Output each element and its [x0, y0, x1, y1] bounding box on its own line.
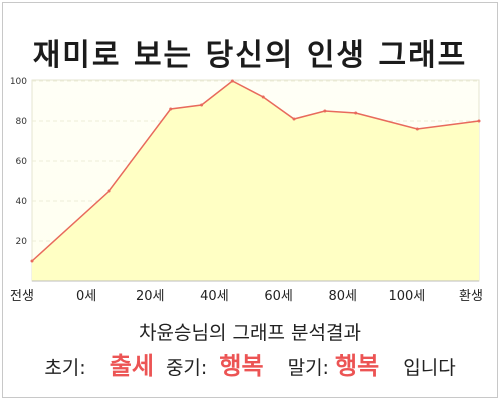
- data-point: [354, 111, 358, 115]
- late-label: 말기:: [287, 357, 329, 379]
- y-tick-label: 40: [16, 197, 28, 207]
- result-heading: 차윤승님의 그래프 분석결과: [139, 322, 361, 344]
- mid-value: 행복: [219, 352, 264, 380]
- data-point: [230, 79, 234, 83]
- data-point: [200, 103, 204, 107]
- late-value: 행복: [335, 352, 380, 380]
- mid-label: 중기:: [165, 357, 208, 379]
- ending-text: 입니다: [403, 357, 456, 379]
- x-tick-label: 환생: [459, 289, 483, 304]
- y-tick-label: 100: [10, 77, 27, 87]
- data-point: [477, 119, 481, 123]
- x-tick-label: 40세: [200, 289, 229, 304]
- x-tick-label: 0세: [76, 289, 96, 304]
- x-tick-label: 100세: [388, 289, 425, 304]
- x-tick-label: 80세: [328, 289, 357, 304]
- data-point: [415, 127, 419, 131]
- y-tick-label: 20: [16, 237, 28, 247]
- data-point: [169, 107, 173, 111]
- data-point: [323, 109, 327, 113]
- data-point: [30, 259, 34, 263]
- early-label: 초기:: [44, 357, 86, 379]
- y-axis-ticks: 20 40 60 80 100: [10, 77, 27, 247]
- data-point: [107, 189, 111, 193]
- y-tick-label: 60: [16, 157, 28, 167]
- data-point: [292, 117, 296, 121]
- x-tick-label: 전생: [10, 289, 34, 304]
- data-point: [261, 95, 265, 99]
- x-tick-label: 20세: [136, 289, 165, 304]
- result-line: 초기: 출세 중기: 행복 말기: 행복 입니다: [0, 346, 500, 381]
- area-fill: [32, 81, 479, 281]
- x-tick-label: 60세: [264, 289, 293, 304]
- x-axis-ticks: 전생 0세 20세 40세 60세 80세 100세 환생: [10, 289, 483, 304]
- y-tick-label: 80: [16, 117, 28, 127]
- chart-title: 재미로 보는 당신의 인생 그래프: [32, 38, 468, 73]
- early-value: 출세: [109, 352, 154, 380]
